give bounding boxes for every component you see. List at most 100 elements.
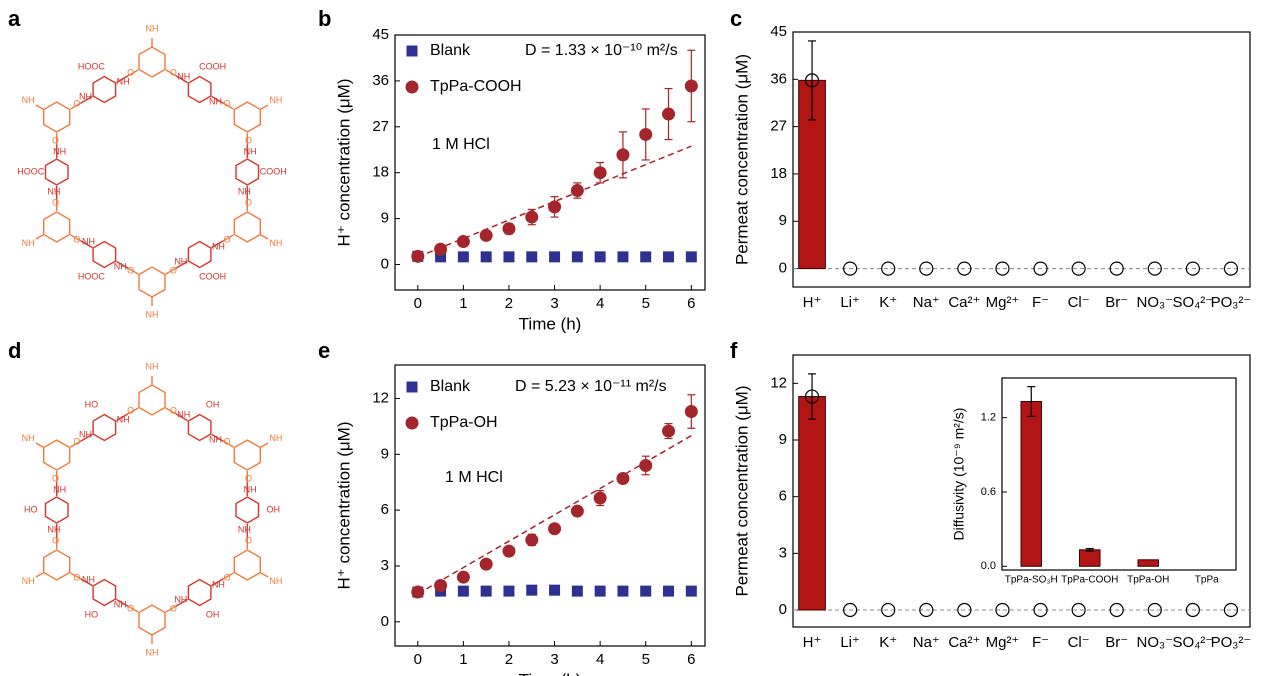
bar [1020,401,1042,567]
y-axis-label: Diffusivity (10⁻⁹ m²/s) [951,408,967,541]
y-tick-label: 0 [381,613,389,630]
data-point [456,235,470,249]
x-tick-label: TpPa-SO₃H [1005,575,1058,586]
ring [235,158,260,186]
x-tick-label: TpPa [1195,575,1219,586]
bond-gap [231,549,264,581]
structure: NHNHOHNHNHOHNHNHOHNHNHHONHNHHONHNHHOOONH… [22,361,283,657]
bond-gap [42,158,71,186]
data-point [570,184,584,198]
x-tick-label: Mg²⁺ [986,634,1020,651]
bond [35,233,45,240]
oxo-label: O [245,135,252,145]
oxo-label: O [127,265,134,275]
value-marker [881,602,896,618]
amine-label: NH [174,256,187,266]
value-marker [1223,261,1239,276]
panel-label: e [318,338,330,363]
data-point [435,251,447,263]
terminal-amine: NH [146,647,159,657]
value-marker [995,602,1010,618]
oxo-label: O [127,67,134,77]
y-axis-label: H⁺ concentration (μM) [334,421,353,589]
oxo-label: O [73,98,80,108]
y-tick-label: 36 [770,70,787,87]
terminal-amine: NH [269,433,282,443]
x-tick-label: F⁻ [1032,634,1049,651]
ring [233,211,261,243]
data-point [548,522,562,536]
oxo-label: O [127,405,134,415]
amine-label: NH [174,594,187,604]
data-point [662,107,676,121]
amine-label: NH [244,146,257,156]
substituent-label: HO [24,504,38,514]
error-bar [808,373,817,420]
amine-label: NH [238,524,251,534]
bond-gap [90,413,119,442]
data-point [503,251,515,263]
ring [233,549,261,581]
bond-gap [40,439,73,471]
x-tick-label: Na⁺ [913,634,940,651]
annotation: D = 5.23 × 10⁻¹¹ m²/s [515,378,667,395]
panel-label: f [730,338,738,363]
y-tick-label: 0.6 [981,486,996,498]
x-tick-label: 5 [642,295,650,312]
data-point [525,533,539,547]
y-axis-label: H⁺ concentration (μM) [334,78,353,246]
legend-label: Blank [430,378,471,395]
oxo-label: O [52,535,59,545]
oxo-label: O [245,473,252,483]
data-point [593,491,607,505]
terminal-amine: NH [22,576,35,586]
value-marker [957,602,972,618]
x-tick-label: Cl⁻ [1068,634,1090,651]
x-tick-label: 6 [687,651,695,668]
chart: 0 3 6 9 12 Permeat concentration (μM) H⁺ Li⁺ K⁺ N… [732,354,1251,651]
terminal-amine: NH [269,95,282,105]
x-tick-label: Br⁻ [1105,634,1128,651]
value-marker [1147,602,1162,618]
x-tick-label: 3 [550,651,558,668]
value-marker [843,602,858,618]
amine-label: NH [47,186,60,196]
oxo-label: O [224,234,231,244]
amine-label: NH [79,91,92,101]
data-point [617,251,629,263]
amine-label: NH [209,96,222,106]
y-tick-label: 18 [372,164,389,181]
data-point [480,585,492,597]
value-marker [1147,261,1162,276]
oxo-label: O [170,265,177,275]
data-point [616,148,630,162]
y-tick-label: 12 [770,374,787,391]
data-point [480,251,492,263]
x-tick-label: K⁺ [879,634,897,651]
plot-frame [792,354,1251,628]
x-tick-label: 0 [414,651,422,668]
substituent-label: HOOC [78,61,106,71]
x-tick-label: 4 [596,651,604,668]
terminal-amine: NH [22,433,35,443]
bond-gap [185,240,214,269]
data-point [593,166,607,180]
oxo-label: O [52,197,59,207]
amine-label: NH [114,599,127,609]
data-point [502,544,516,558]
amine-label: NH [53,146,66,156]
oxo-label: O [170,67,177,77]
bond-gap [90,75,119,104]
x-tick-label: Ca²⁺ [948,634,980,651]
oxo-label: O [127,603,134,613]
ring [44,496,69,524]
bond-gap [185,413,214,442]
x-tick-label: SO₄²⁻ [1173,294,1214,311]
y-tick-label: 18 [770,165,787,182]
bond-gap [231,211,264,243]
terminal-amine: NH [269,576,282,586]
ring [92,75,117,104]
data-point [479,557,493,571]
